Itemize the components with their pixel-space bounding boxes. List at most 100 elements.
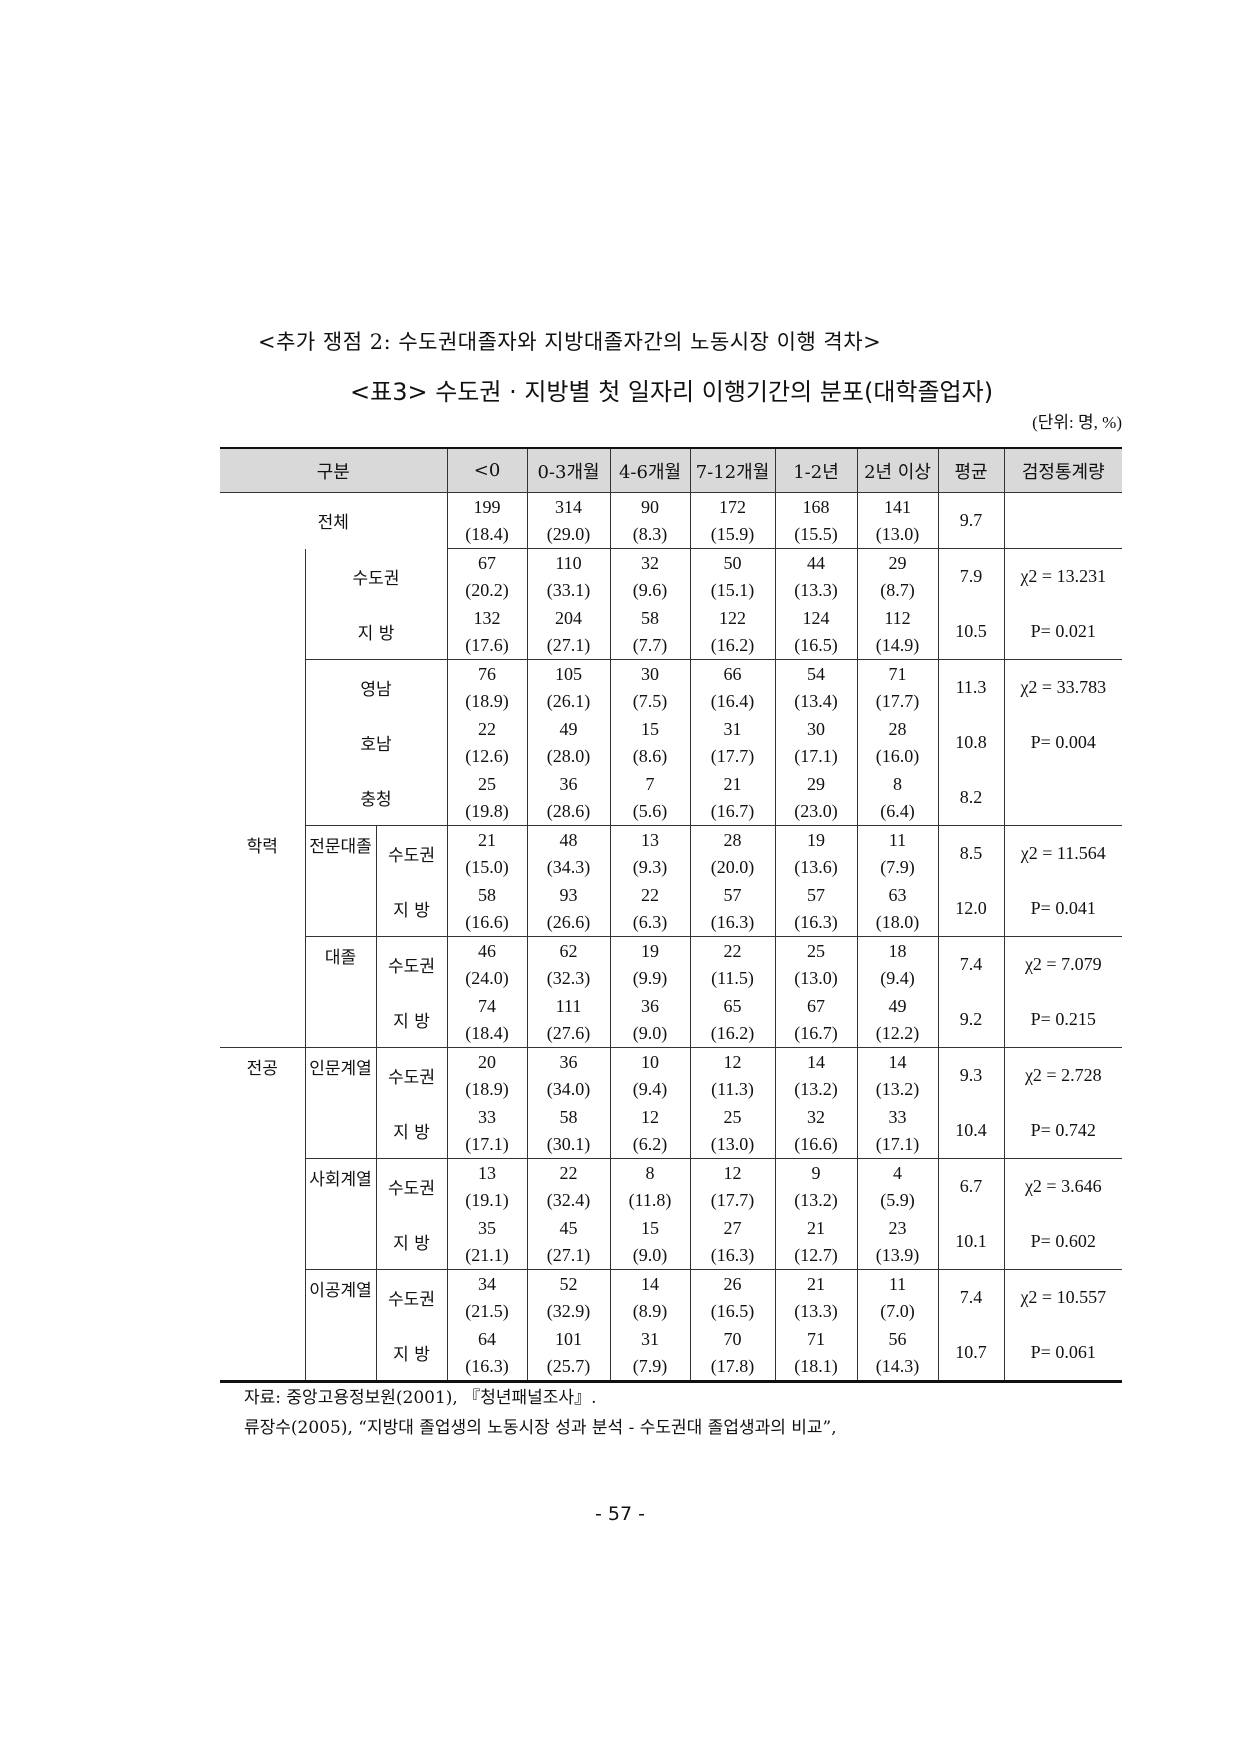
mean-cell: 7.4 <box>938 1269 1005 1325</box>
column-header: 1-2년 <box>775 448 858 493</box>
table-row: 전공 인문계열 수도권 20 (18.9) 36 (34.0) 10 (9.4) 12 (11.3)… <box>220 1047 1122 1382</box>
table-row: 지 방 132 (17.6) 204 (27.1) 58 (7.7) 122 (16.2) 124… <box>220 604 1123 660</box>
count-value: 14 <box>641 1273 660 1294</box>
percent-value: (16.3) <box>794 911 838 932</box>
count-value: 70 <box>723 1328 742 1349</box>
row-label: 전체 <box>220 492 448 549</box>
percent-value: (8.3) <box>632 523 668 544</box>
table-row: 수도권 67 (20.2) 110 (33.1) 32 (9.6) 50 (15.1) 44 (13… <box>220 548 1122 604</box>
count-value: 57 <box>723 884 742 905</box>
value-cell: 8 (6.4) <box>857 770 939 826</box>
count-value: 74 <box>478 995 497 1016</box>
mean-cell: 10.8 <box>938 715 1005 770</box>
percent-value: (9.9) <box>632 967 668 988</box>
table-row: 지 방 58 (16.6) 93 (26.6) 22 (6.3) 57 (16.3) 57 (16.… <box>220 881 1123 937</box>
page-number: - 57 - <box>595 1503 645 1525</box>
percent-value: (19.1) <box>465 1189 509 1210</box>
value-cell: 21 (13.3) <box>775 1269 858 1325</box>
subgroup-label: 대졸 <box>305 936 377 1048</box>
count-value: 105 <box>555 663 583 684</box>
percent-value: (8.9) <box>632 1300 668 1321</box>
value-cell: 15 (8.6) <box>610 715 691 770</box>
section-label: 학력 <box>220 825 306 1048</box>
count-value: 52 <box>559 1273 578 1294</box>
value-cell: 105 (26.1) <box>527 659 611 715</box>
test-statistic-cell: χ2 = 7.079 <box>1024 954 1102 974</box>
percent-value: (34.3) <box>546 856 591 877</box>
percent-value: (7.0) <box>880 1300 915 1321</box>
count-value: 54 <box>807 663 826 684</box>
percent-value: (7.9) <box>880 856 915 877</box>
count-value: 22 <box>478 718 497 739</box>
percent-value: (11.8) <box>628 1189 672 1210</box>
percent-value: (8.7) <box>880 579 915 600</box>
mean-cell: 10.7 <box>938 1325 1005 1382</box>
value-cell: 29 (23.0) <box>775 770 858 826</box>
value-cell: 30 (17.1) <box>775 715 858 770</box>
percent-value: (16.3) <box>710 1244 755 1265</box>
percent-value: (27.6) <box>546 1022 591 1043</box>
test-statistic-cell: χ2 = 11.564 <box>1020 843 1106 863</box>
count-value: 27 <box>723 1217 742 1238</box>
percent-value: (8.6) <box>632 745 668 766</box>
mean-cell: 6.7 <box>938 1158 1005 1214</box>
count-value: 50 <box>723 552 742 573</box>
percent-value: (13.4) <box>794 690 838 711</box>
percent-value: (16.3) <box>465 1355 509 1376</box>
count-value: 35 <box>478 1217 497 1238</box>
percent-value: (12.6) <box>465 745 509 766</box>
value-cell: 12 (6.2) <box>610 1103 691 1159</box>
value-cell: 54 (13.4) <box>775 659 858 715</box>
table-row: 지 방 35 (21.1) 45 (27.1) 15 (9.0) 27 (16.3) 21 (12.… <box>220 1214 1123 1270</box>
test-statistic-cell <box>1004 492 1123 549</box>
row-label: 지 방 <box>376 1325 448 1382</box>
row-label: 지 방 <box>376 1103 448 1159</box>
value-cell: 66 (16.4) <box>690 659 776 715</box>
count-value: 30 <box>641 663 660 684</box>
value-cell: 314 (29.0) <box>527 492 611 549</box>
value-cell: 22 (6.3) <box>610 881 691 937</box>
percent-value: (13.2) <box>875 1078 920 1099</box>
percent-value: (17.8) <box>710 1355 755 1376</box>
percent-value: (25.7) <box>546 1355 591 1376</box>
mean-cell: 12.0 <box>938 881 1005 937</box>
percent-value: (21.1) <box>465 1244 509 1265</box>
column-header: 7-12개월 <box>690 448 776 493</box>
percent-value: (27.1) <box>546 634 591 655</box>
count-value: 58 <box>478 884 497 905</box>
value-cell: 19 (9.9) <box>610 936 691 992</box>
count-value: 21 <box>807 1273 826 1294</box>
count-value: 25 <box>807 940 826 961</box>
percent-value: (13.6) <box>794 856 838 877</box>
value-cell: 58 (30.1) <box>527 1103 611 1159</box>
percent-value: (9.0) <box>632 1022 668 1043</box>
value-cell: 48 (34.3) <box>527 825 611 881</box>
value-cell: 70 (17.8) <box>690 1325 776 1382</box>
count-value: 25 <box>478 773 497 794</box>
count-value: 15 <box>641 1217 660 1238</box>
percent-value: (18.9) <box>465 690 509 711</box>
value-cell: 32 (9.6) <box>610 548 691 604</box>
value-cell: 19 (13.6) <box>775 825 858 881</box>
count-value: 112 <box>884 607 911 628</box>
percent-value: (9.4) <box>880 967 915 988</box>
value-cell: 10 (9.4) <box>610 1047 691 1103</box>
count-value: 49 <box>888 995 907 1016</box>
value-cell: 50 (15.1) <box>690 548 776 604</box>
count-value: 10 <box>641 1051 660 1072</box>
percent-value: (16.4) <box>710 690 755 711</box>
value-cell: 15 (9.0) <box>610 1214 691 1270</box>
test-statistic-cell: P= 0.021 <box>1004 604 1123 660</box>
percent-value: (20.0) <box>710 856 755 877</box>
value-cell: 111 (27.6) <box>527 992 611 1048</box>
value-cell: 8 (11.8) <box>610 1158 691 1214</box>
count-value: 31 <box>641 1328 660 1349</box>
count-value: 67 <box>478 552 497 573</box>
percent-value: (9.0) <box>632 1244 668 1265</box>
count-value: 13 <box>641 829 660 850</box>
count-value: 110 <box>555 552 582 573</box>
count-value: 58 <box>641 607 660 628</box>
count-value: 32 <box>641 552 660 573</box>
value-cell: 25 (13.0) <box>775 936 858 992</box>
value-cell: 21 (16.7) <box>690 770 776 826</box>
